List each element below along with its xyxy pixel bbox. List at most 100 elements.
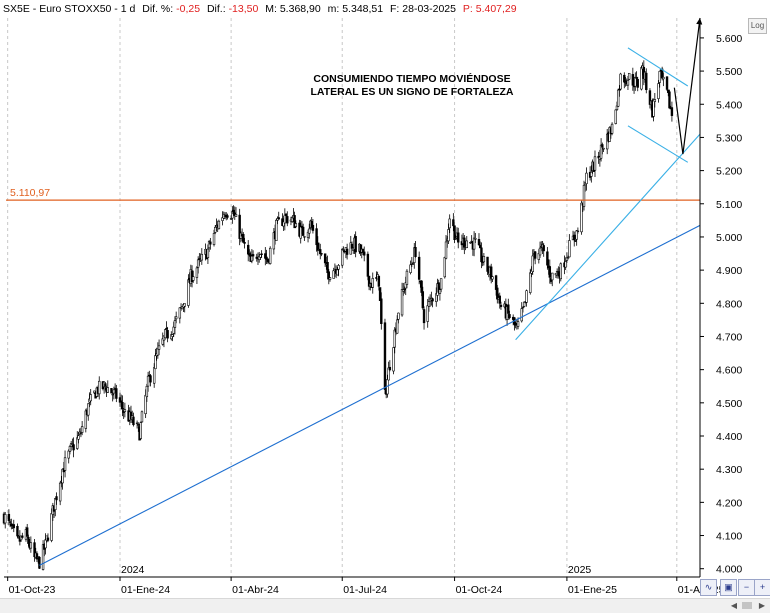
candle-body <box>465 240 468 249</box>
candle-body <box>582 184 586 207</box>
candle-body <box>110 388 113 394</box>
candle <box>615 101 619 111</box>
zoom-out-icon[interactable]: − <box>738 579 755 596</box>
candle-body <box>112 389 116 394</box>
candle <box>212 229 216 247</box>
candle-body <box>670 107 674 116</box>
candle-body <box>144 394 147 415</box>
scroll-thumb[interactable] <box>742 602 752 609</box>
candle <box>645 68 648 94</box>
candle-body <box>137 424 140 426</box>
candle <box>286 211 289 227</box>
candle-body <box>452 219 455 227</box>
candle-body <box>173 320 177 328</box>
candle <box>546 247 549 270</box>
candle-body <box>521 306 525 309</box>
candle-body <box>463 237 466 248</box>
wave-tool-icon[interactable]: ∿ <box>700 579 717 596</box>
candle <box>78 428 81 436</box>
candle <box>129 405 133 423</box>
candle <box>551 272 554 287</box>
candle-body <box>499 304 503 307</box>
candle <box>165 321 168 331</box>
candle <box>626 75 630 90</box>
candle-body <box>566 256 570 259</box>
candle-body <box>326 262 329 274</box>
candle-body <box>46 537 50 541</box>
candle-body <box>427 301 431 307</box>
candle <box>264 247 267 266</box>
candle-body <box>576 230 580 233</box>
candle <box>653 92 657 108</box>
zoom-in-icon[interactable]: + <box>754 579 770 596</box>
candle <box>326 255 329 280</box>
candle-body <box>453 225 456 240</box>
candle <box>366 251 370 281</box>
y-tick-label: 4.400 <box>716 431 742 443</box>
candle <box>173 316 177 335</box>
candle <box>489 263 493 284</box>
candle-body <box>29 542 33 549</box>
candle-body <box>320 253 323 255</box>
candle <box>522 301 526 308</box>
candle <box>574 240 577 243</box>
candle-body <box>610 123 614 134</box>
candle <box>610 122 614 136</box>
candle <box>275 218 278 241</box>
candle-body <box>444 241 448 259</box>
candle-body <box>268 247 272 264</box>
candle <box>63 450 67 478</box>
candle <box>243 237 246 249</box>
candle <box>327 269 330 285</box>
candle <box>38 556 41 569</box>
candle-body <box>242 234 245 243</box>
candle <box>7 509 11 526</box>
candle-body <box>187 279 190 306</box>
candle-body <box>489 266 493 279</box>
candle-body <box>421 291 425 309</box>
scroll-left-icon[interactable]: ◀ <box>730 601 738 610</box>
candle <box>239 231 243 243</box>
candle <box>341 248 344 269</box>
candle-body <box>367 275 371 287</box>
candle <box>486 256 489 276</box>
candle <box>576 227 580 234</box>
candle <box>303 236 306 241</box>
candle-body <box>627 72 631 80</box>
candle <box>192 270 195 283</box>
candle <box>84 408 88 433</box>
projection-arrowhead <box>696 18 703 25</box>
candle <box>508 310 511 320</box>
candle <box>195 266 199 284</box>
candle-body <box>538 247 542 256</box>
max-value: M: 5.368,90 <box>265 3 321 15</box>
candle <box>10 518 13 530</box>
candle-body <box>438 289 442 294</box>
candle <box>525 289 528 307</box>
candle <box>139 421 142 441</box>
candle <box>77 432 80 444</box>
candle-body <box>277 217 280 220</box>
candle-body <box>479 244 482 249</box>
scroll-right-icon[interactable]: ▶ <box>758 601 766 610</box>
candle <box>4 512 7 529</box>
price-value: P: 5.407,29 <box>462 3 517 15</box>
candle-body <box>516 321 520 327</box>
candle-body <box>260 253 263 255</box>
candle-body <box>111 393 114 396</box>
candle <box>494 274 498 296</box>
candle-body <box>559 263 563 280</box>
log-scale-button[interactable]: Log <box>748 18 767 34</box>
horizontal-scrollbar[interactable]: ◀ ▶ <box>0 598 770 613</box>
candle-body <box>146 375 150 387</box>
y-tick-label: 5.000 <box>716 232 742 244</box>
candle <box>453 225 456 244</box>
candle-body <box>27 536 30 544</box>
save-icon[interactable]: ▣ <box>720 579 737 596</box>
candle-body <box>77 435 80 440</box>
candle-body <box>652 99 655 117</box>
candle <box>46 533 50 543</box>
candle <box>89 388 92 406</box>
candle <box>80 421 84 436</box>
candle <box>616 88 620 108</box>
